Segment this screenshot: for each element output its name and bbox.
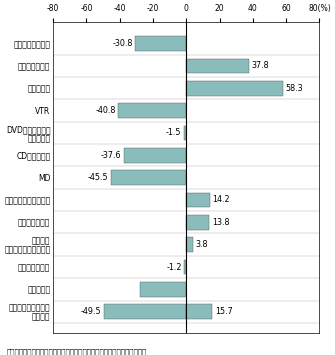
Text: 3.8: 3.8 — [195, 240, 208, 249]
Bar — [184, 260, 186, 274]
Text: 14.2: 14.2 — [212, 196, 230, 204]
Bar — [186, 193, 210, 207]
Bar — [186, 81, 283, 95]
Text: 13.8: 13.8 — [212, 218, 229, 227]
Text: -1.5: -1.5 — [166, 129, 181, 137]
Text: 58.3: 58.3 — [286, 84, 304, 93]
Bar — [140, 282, 186, 297]
Text: -40.8: -40.8 — [95, 106, 116, 115]
Text: -37.6: -37.6 — [101, 151, 121, 160]
Bar — [111, 170, 186, 185]
Bar — [104, 305, 186, 319]
Bar — [124, 148, 186, 163]
Bar — [186, 237, 193, 252]
Text: 15.7: 15.7 — [215, 307, 233, 316]
Text: -45.5: -45.5 — [87, 173, 108, 182]
Text: -30.8: -30.8 — [112, 39, 133, 48]
Text: （社）電子情報技術産業協会資料、カメラ映像機器工業会資料により作成: （社）電子情報技術産業協会資料、カメラ映像機器工業会資料により作成 — [7, 348, 147, 355]
Text: -49.5: -49.5 — [81, 307, 102, 316]
Bar — [184, 126, 186, 140]
Bar — [186, 59, 249, 73]
Text: -1.2: -1.2 — [166, 262, 182, 272]
Text: 37.8: 37.8 — [252, 61, 269, 70]
Bar — [119, 103, 186, 118]
Bar — [186, 305, 212, 319]
Bar — [135, 36, 186, 51]
Bar — [186, 215, 209, 230]
